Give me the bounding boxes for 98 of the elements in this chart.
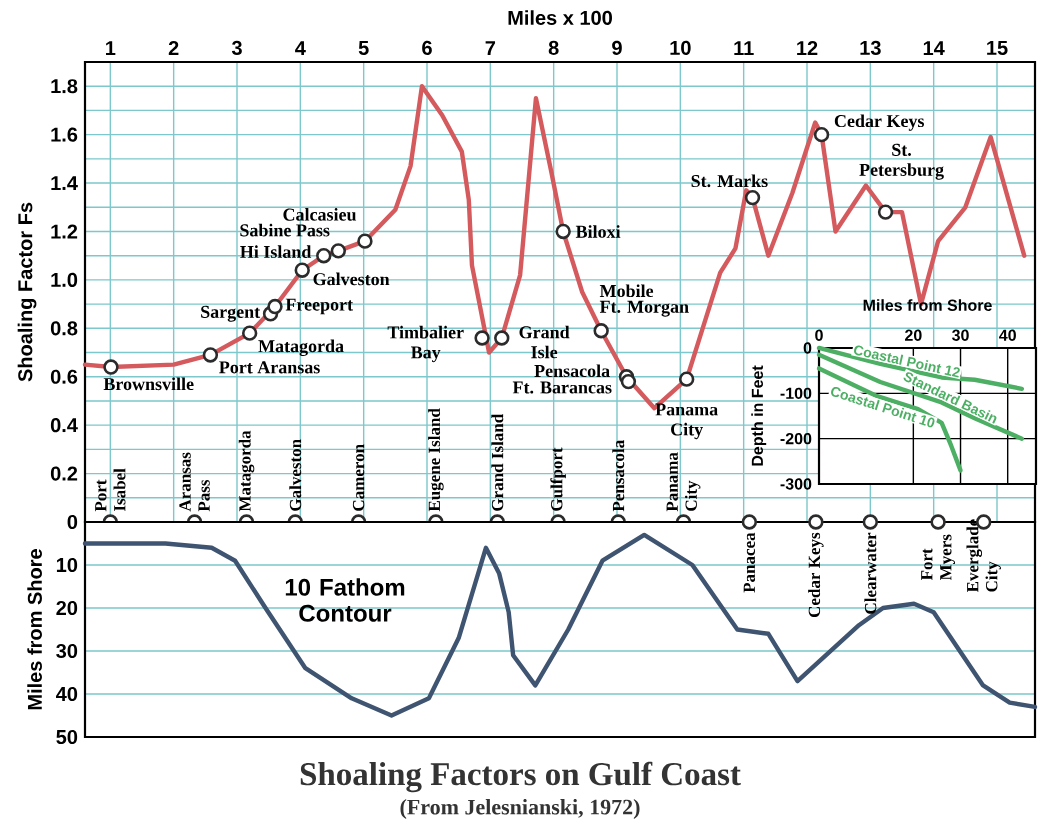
annotation: Ft. Morgan <box>599 300 689 317</box>
text: (From Jelesnianski, 1972) <box>400 799 640 819</box>
annotation: Pensacola <box>534 364 610 378</box>
y-tick-label: 0.6 <box>50 369 78 384</box>
y-tick-label: 50 <box>56 729 78 745</box>
y-tick-label: 1.8 <box>51 79 78 94</box>
x-tick-label: 15 <box>987 40 1008 55</box>
point <box>316 247 332 264</box>
x-axis-title: Miles x 100 <box>508 10 612 25</box>
y-tick-label: -200 <box>780 433 812 445</box>
y-tick-label: 20 <box>56 600 78 616</box>
annotation: Aransas Pass <box>179 452 210 512</box>
x-tick-label: 6 <box>422 40 432 55</box>
point <box>877 204 894 220</box>
point <box>813 126 830 143</box>
x-axis-title: Miles from Shore <box>863 299 992 311</box>
annotation: Pensacola <box>612 440 625 512</box>
x-tick-label: 12 <box>797 40 818 55</box>
x-tick-label: 3 <box>231 40 242 55</box>
annotation: Cedar Keys <box>834 114 925 131</box>
annotation: Sabine Pass <box>240 223 330 237</box>
annotation: Port Aransas <box>219 361 320 374</box>
y-tick-label: 0.8 <box>50 321 78 336</box>
point <box>494 330 510 346</box>
x-tick-label: 8 <box>548 40 559 55</box>
annotation: Everglade City <box>966 519 1001 593</box>
y-tick-label: 1.2 <box>51 224 78 239</box>
y-tick-label: -300 <box>780 478 812 490</box>
x-tick-label: 13 <box>860 40 881 55</box>
annotation: Port Isabel <box>95 468 126 512</box>
x-tick-label: 4 <box>295 41 306 55</box>
y-tick-label: 0 <box>67 514 78 530</box>
annotation: Grand Isle <box>519 325 570 359</box>
annotation: Biloxi <box>575 225 621 238</box>
x-tick-label: 10 <box>670 40 691 55</box>
y-tick-label: 0 <box>803 342 812 354</box>
annotation: Calcasieu <box>283 208 357 221</box>
annotation: Cedar Keys <box>808 532 824 618</box>
x-tick-label: 1 <box>106 41 116 55</box>
y-tick-label: 1.4 <box>51 176 78 190</box>
y-tick-label: 0.4 <box>50 418 78 433</box>
point <box>620 373 637 390</box>
annotation: Matagorda <box>258 339 344 357</box>
annotation: Eugene Island <box>428 408 444 512</box>
annotation: Sargent <box>201 305 261 322</box>
x-tick-label: 40 <box>999 329 1016 341</box>
y-tick-label: 40 <box>56 686 78 702</box>
point <box>744 189 761 206</box>
annotation: Clearwater <box>864 532 877 614</box>
annotation: 10 Fathom Contour <box>285 578 405 622</box>
point <box>678 371 695 387</box>
annotation: Panama City <box>655 403 718 440</box>
y-tick-label: 1.6 <box>51 127 78 142</box>
annotation: Galveston <box>289 439 302 511</box>
x-tick-label: 5 <box>358 40 369 55</box>
x-tick-label: 7 <box>485 41 496 55</box>
y-tick-label: 10 <box>56 557 78 573</box>
point <box>330 243 347 259</box>
annotation: Timbalier Bay <box>387 325 464 363</box>
y-axis-title: Miles from Shore <box>27 549 42 710</box>
annotation: Grand Island <box>491 414 504 511</box>
point <box>294 262 310 278</box>
text: Shoaling Factors on Gulf Coast <box>300 761 741 793</box>
annotation: Gulfport <box>550 447 566 511</box>
annotation: Cameron <box>352 444 365 511</box>
annotation: Hi Island <box>240 245 312 259</box>
annotation: Ft. Barancas <box>512 381 612 394</box>
x-tick-label: 30 <box>952 329 969 341</box>
point <box>357 233 373 249</box>
annotation: St. Marks <box>691 174 768 188</box>
y-tick-label: 30 <box>56 643 78 659</box>
point <box>555 223 571 240</box>
point <box>103 359 119 375</box>
point <box>593 323 609 339</box>
x-tick-label: 20 <box>905 329 922 341</box>
y-tick-label: -100 <box>780 387 812 399</box>
annotation: Freeport <box>285 298 353 315</box>
y-axis-title: Depth in Feet <box>751 365 767 466</box>
x-tick-label: 9 <box>612 40 622 55</box>
annotation: Galveston <box>313 272 390 286</box>
annotation: Brownsville <box>103 377 194 391</box>
annotation: Panacea <box>743 532 756 593</box>
y-tick-label: 0.2 <box>50 466 78 481</box>
annotation: Fort Myers <box>921 534 955 581</box>
annotation: Matagorda <box>238 430 255 512</box>
x-tick-label: 11 <box>734 41 754 55</box>
x-tick-label: 0 <box>815 329 823 341</box>
annotation: St. Petersburg <box>859 143 944 180</box>
y-tick-label: 1.0 <box>51 272 78 287</box>
y-axis-title: Shoaling Factor Fs <box>17 202 37 382</box>
annotation: Panama City <box>666 452 701 512</box>
point <box>474 330 490 346</box>
point <box>202 347 219 363</box>
point <box>267 298 283 315</box>
x-tick-label: 14 <box>923 41 945 55</box>
x-tick-label: 2 <box>168 40 179 55</box>
annotation: Mobile <box>599 284 654 298</box>
point <box>241 325 258 341</box>
